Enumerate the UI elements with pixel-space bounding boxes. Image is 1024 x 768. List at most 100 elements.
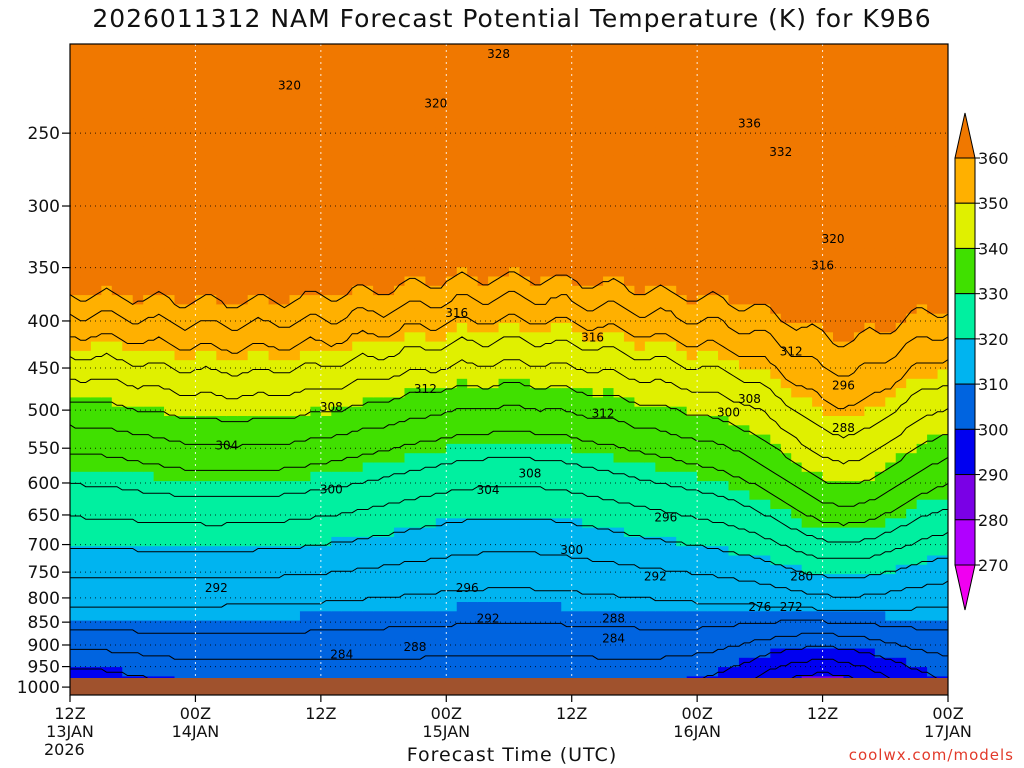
heatmap-cell <box>780 592 792 603</box>
heatmap-cell <box>414 127 426 138</box>
heatmap-cell <box>718 527 730 538</box>
heatmap-cell <box>623 629 636 640</box>
heatmap-cell <box>226 202 238 212</box>
heatmap-cell <box>289 202 301 212</box>
heatmap-cell <box>791 332 803 343</box>
heatmap-cell <box>759 81 771 92</box>
heatmap-cell <box>352 564 364 575</box>
heatmap-cell <box>728 267 740 278</box>
heatmap-cell <box>738 592 750 603</box>
heatmap-cell <box>738 62 750 73</box>
heatmap-cell <box>310 648 322 659</box>
heatmap-cell <box>728 202 740 212</box>
heatmap-cell <box>676 146 688 157</box>
heatmap-cell <box>550 127 562 138</box>
heatmap-cell <box>801 378 813 389</box>
heatmap-cell <box>226 481 238 491</box>
heatmap-cell <box>237 620 249 631</box>
heatmap-cell <box>320 462 332 473</box>
heatmap-cell <box>435 527 447 538</box>
heatmap-cell <box>205 369 217 380</box>
heatmap-cell <box>195 490 207 501</box>
heatmap-cell <box>164 611 176 622</box>
heatmap-cell <box>164 109 176 119</box>
heatmap-cell <box>791 267 803 278</box>
heatmap-cell <box>258 71 270 82</box>
heatmap-cell <box>749 629 761 640</box>
heatmap-cell <box>791 583 803 594</box>
heatmap-cell <box>373 239 385 250</box>
heatmap-cell <box>509 527 521 538</box>
heatmap-cell <box>205 527 217 538</box>
heatmap-cell <box>561 44 573 54</box>
heatmap-cell <box>226 443 238 454</box>
heatmap-cell <box>320 304 332 315</box>
heatmap-cell <box>488 611 500 622</box>
heatmap-cell <box>320 611 332 622</box>
heatmap-cell <box>686 285 698 296</box>
heatmap-cell <box>655 546 667 557</box>
heatmap-cell <box>237 536 249 547</box>
heatmap-cell <box>268 667 280 677</box>
heatmap-cell <box>519 118 531 129</box>
heatmap-cell <box>759 313 771 324</box>
heatmap-cell <box>425 248 437 259</box>
heatmap-cell <box>143 211 155 222</box>
heatmap-cell <box>195 285 207 296</box>
heatmap-cell <box>414 490 426 501</box>
heatmap-cell <box>561 81 573 92</box>
heatmap-cell <box>164 323 176 333</box>
heatmap-cell <box>216 509 228 519</box>
heatmap-cell <box>153 99 165 110</box>
heatmap-cell <box>70 137 82 147</box>
heatmap-cell <box>122 425 134 436</box>
heatmap-cell <box>90 295 102 305</box>
heatmap-cell <box>561 378 573 389</box>
heatmap-cell <box>268 434 280 445</box>
heatmap-cell <box>519 360 531 371</box>
heatmap-cell <box>749 481 761 491</box>
heatmap-cell <box>362 211 374 222</box>
heatmap-cell <box>801 137 813 147</box>
heatmap-cell <box>132 44 144 54</box>
heatmap-cell <box>383 137 395 147</box>
heatmap-cell <box>655 434 667 445</box>
heatmap-cell <box>425 71 437 82</box>
heatmap-cell <box>341 81 353 92</box>
heatmap-cell <box>634 267 646 278</box>
heatmap-cell <box>268 574 280 584</box>
heatmap-cell <box>780 406 792 417</box>
heatmap-cell <box>603 257 615 268</box>
heatmap-cell <box>509 127 521 138</box>
heatmap-cell <box>404 155 416 166</box>
heatmap-cell <box>718 137 730 147</box>
heatmap-cell <box>174 536 186 547</box>
heatmap-cell <box>644 267 656 278</box>
heatmap-cell <box>634 583 646 594</box>
heatmap-cell <box>164 490 176 501</box>
heatmap-cell <box>404 462 416 473</box>
heatmap-cell <box>728 657 740 668</box>
heatmap-cell <box>686 257 698 268</box>
heatmap-cell <box>561 611 573 622</box>
heatmap-cell <box>132 183 144 194</box>
heatmap-cell <box>728 555 740 566</box>
heatmap-cell <box>791 127 803 138</box>
heatmap-cell <box>467 239 479 250</box>
heatmap-cell <box>488 499 500 510</box>
heatmap-cell <box>509 416 521 426</box>
heatmap-cell <box>613 146 625 157</box>
heatmap-cell <box>519 202 531 212</box>
heatmap-cell <box>226 555 238 566</box>
heatmap-cell <box>70 416 82 426</box>
heatmap-cell <box>289 44 301 54</box>
heatmap-cell <box>143 118 155 129</box>
heatmap-cell <box>310 434 322 445</box>
heatmap-cell <box>613 109 625 119</box>
heatmap-cell <box>749 323 761 333</box>
heatmap-cell <box>331 527 343 538</box>
heatmap-cell <box>414 518 426 529</box>
heatmap-cell <box>592 202 604 212</box>
heatmap-cell <box>592 667 604 677</box>
heatmap-cell <box>728 90 740 101</box>
